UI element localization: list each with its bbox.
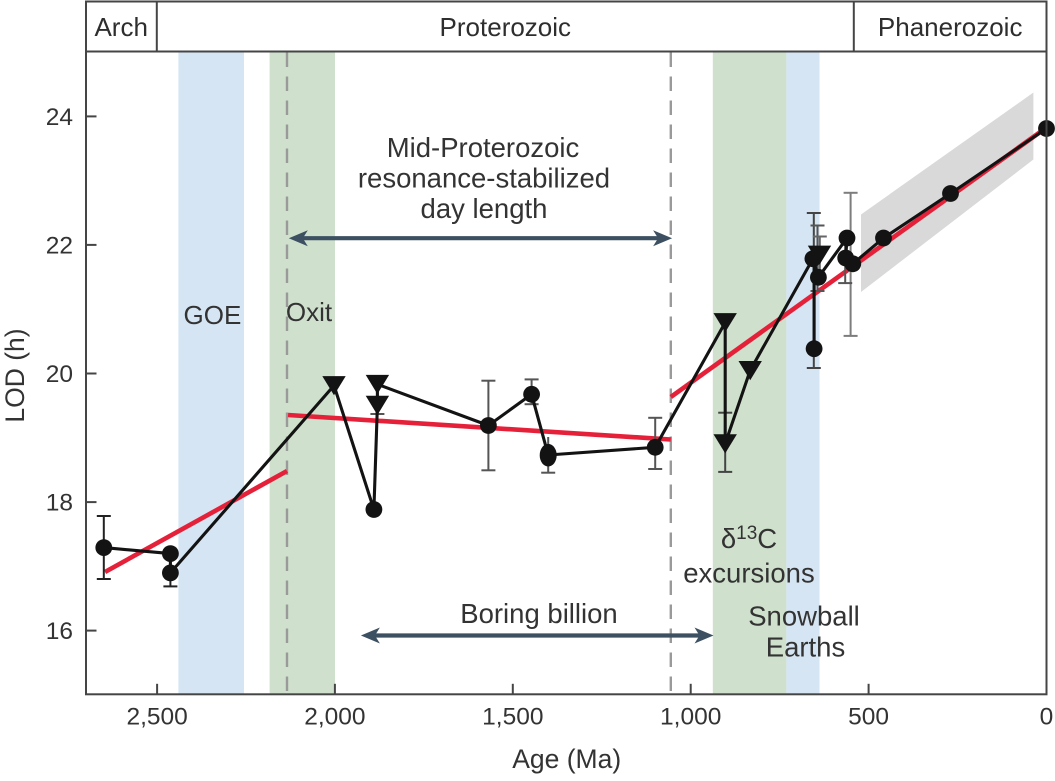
svg-text:day length: day length (421, 193, 548, 224)
svg-text:Age (Ma): Age (Ma) (512, 744, 621, 774)
svg-text:δ13C: δ13C (721, 523, 777, 554)
svg-text:Boring billion: Boring billion (460, 598, 617, 629)
svg-text:2,500: 2,500 (126, 704, 187, 731)
svg-text:Snowball: Snowball (748, 601, 860, 632)
svg-text:LOD (h): LOD (h) (0, 328, 30, 422)
svg-text:22: 22 (46, 232, 73, 259)
svg-text:16: 16 (46, 618, 73, 645)
svg-text:20: 20 (46, 361, 73, 388)
svg-text:1,500: 1,500 (482, 704, 543, 731)
svg-text:24: 24 (46, 104, 73, 131)
svg-text:Earths: Earths (766, 632, 845, 663)
svg-text:Proterozoic: Proterozoic (440, 12, 572, 42)
svg-text:Phanerozoic: Phanerozoic (878, 12, 1023, 42)
svg-text:Arch: Arch (94, 12, 147, 42)
svg-text:18: 18 (46, 490, 73, 517)
svg-text:excursions: excursions (683, 558, 814, 589)
svg-text:resonance-stabilized: resonance-stabilized (358, 163, 610, 194)
svg-text:500: 500 (848, 704, 889, 731)
svg-text:Mid-Proterozoic: Mid-Proterozoic (387, 132, 580, 163)
svg-text:1,000: 1,000 (660, 704, 721, 731)
svg-text:2,000: 2,000 (304, 704, 365, 731)
svg-text:0: 0 (1040, 704, 1054, 731)
svg-text:GOE: GOE (184, 300, 242, 330)
svg-text:Oxit: Oxit (286, 297, 333, 327)
